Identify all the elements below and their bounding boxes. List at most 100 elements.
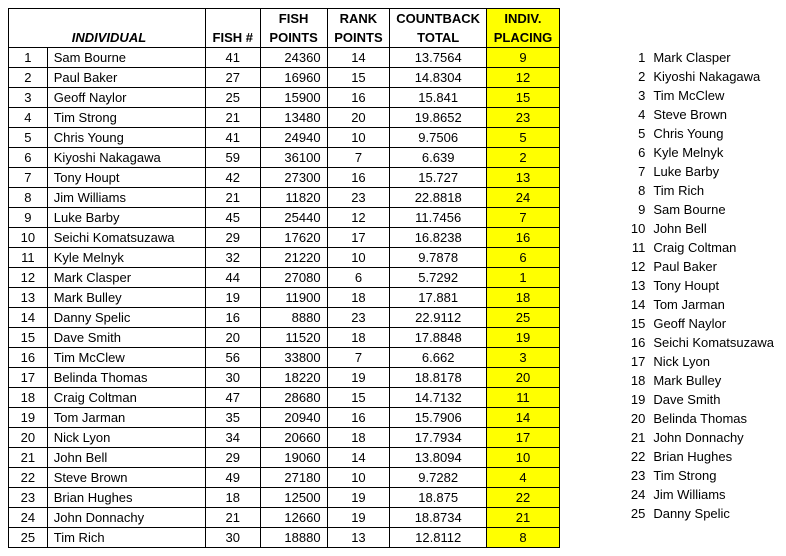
placing-number: 24 bbox=[620, 485, 649, 504]
cell-fish-points: 12660 bbox=[260, 508, 327, 528]
placing-name: Mark Bulley bbox=[649, 371, 778, 390]
table-row: 15Dave Smith20115201817.884819 bbox=[9, 328, 560, 348]
table-row: 9Luke Barby45254401211.74567 bbox=[9, 208, 560, 228]
placing-row: 11Craig Coltman bbox=[620, 238, 778, 257]
cell-rownum: 10 bbox=[9, 228, 48, 248]
cell-rank-points: 16 bbox=[327, 408, 390, 428]
cell-countback: 16.8238 bbox=[390, 228, 487, 248]
placing-number: 6 bbox=[620, 143, 649, 162]
placing-row: 12Paul Baker bbox=[620, 257, 778, 276]
placing-number: 9 bbox=[620, 200, 649, 219]
placing-name: Kiyoshi Nakagawa bbox=[649, 67, 778, 86]
cell-name: Chris Young bbox=[47, 128, 205, 148]
cell-fish-points: 11900 bbox=[260, 288, 327, 308]
cell-placing: 8 bbox=[487, 528, 560, 548]
placing-row: 23Tim Strong bbox=[620, 466, 778, 485]
cell-rownum: 12 bbox=[9, 268, 48, 288]
placing-name: Paul Baker bbox=[649, 257, 778, 276]
table-row: 7Tony Houpt42273001615.72713 bbox=[9, 168, 560, 188]
placing-number: 5 bbox=[620, 124, 649, 143]
cell-fish-points: 20940 bbox=[260, 408, 327, 428]
placing-number: 19 bbox=[620, 390, 649, 409]
table-row: 12Mark Clasper442708065.72921 bbox=[9, 268, 560, 288]
cell-countback: 9.7506 bbox=[390, 128, 487, 148]
cell-fish-count: 34 bbox=[205, 428, 260, 448]
cell-fish-count: 21 bbox=[205, 108, 260, 128]
cell-fish-count: 42 bbox=[205, 168, 260, 188]
hdr-fish-pts-top: FISH bbox=[260, 9, 327, 29]
cell-fish-count: 47 bbox=[205, 388, 260, 408]
cell-rownum: 16 bbox=[9, 348, 48, 368]
placing-number: 1 bbox=[620, 48, 649, 67]
cell-rownum: 15 bbox=[9, 328, 48, 348]
placing-name: Brian Hughes bbox=[649, 447, 778, 466]
placing-number: 13 bbox=[620, 276, 649, 295]
placing-row: 15Geoff Naylor bbox=[620, 314, 778, 333]
cell-rownum: 3 bbox=[9, 88, 48, 108]
cell-countback: 18.875 bbox=[390, 488, 487, 508]
placing-number: 25 bbox=[620, 504, 649, 523]
placing-row: 1Mark Clasper bbox=[620, 48, 778, 67]
cell-fish-points: 11820 bbox=[260, 188, 327, 208]
cell-countback: 6.662 bbox=[390, 348, 487, 368]
cell-placing: 19 bbox=[487, 328, 560, 348]
table-row: 11Kyle Melnyk3221220109.78786 bbox=[9, 248, 560, 268]
cell-fish-points: 12500 bbox=[260, 488, 327, 508]
cell-rank-points: 14 bbox=[327, 48, 390, 68]
placing-name: Tim Rich bbox=[649, 181, 778, 200]
cell-rownum: 21 bbox=[9, 448, 48, 468]
placing-number: 8 bbox=[620, 181, 649, 200]
placing-row: 20Belinda Thomas bbox=[620, 409, 778, 428]
cell-placing: 18 bbox=[487, 288, 560, 308]
cell-rank-points: 16 bbox=[327, 88, 390, 108]
placing-number: 4 bbox=[620, 105, 649, 124]
table-row: 19Tom Jarman35209401615.790614 bbox=[9, 408, 560, 428]
placing-number: 21 bbox=[620, 428, 649, 447]
cell-name: Paul Baker bbox=[47, 68, 205, 88]
cell-fish-points: 27300 bbox=[260, 168, 327, 188]
cell-countback: 13.8094 bbox=[390, 448, 487, 468]
placing-row: 17Nick Lyon bbox=[620, 352, 778, 371]
table-row: 10Seichi Komatsuzawa29176201716.823816 bbox=[9, 228, 560, 248]
cell-rank-points: 7 bbox=[327, 348, 390, 368]
cell-countback: 14.8304 bbox=[390, 68, 487, 88]
hdr-rank-bot: POINTS bbox=[327, 28, 390, 48]
cell-fish-points: 13480 bbox=[260, 108, 327, 128]
cell-name: Mark Clasper bbox=[47, 268, 205, 288]
placing-row: 14Tom Jarman bbox=[620, 295, 778, 314]
table-row: 16Tim McClew563380076.6623 bbox=[9, 348, 560, 368]
placing-number: 22 bbox=[620, 447, 649, 466]
cell-fish-points: 36100 bbox=[260, 148, 327, 168]
placing-row: 19Dave Smith bbox=[620, 390, 778, 409]
table-row: 18Craig Coltman47286801514.713211 bbox=[9, 388, 560, 408]
cell-rank-points: 16 bbox=[327, 168, 390, 188]
hdr-placing-top: INDIV. bbox=[487, 9, 560, 29]
cell-name: Tim Strong bbox=[47, 108, 205, 128]
cell-name: Dave Smith bbox=[47, 328, 205, 348]
placing-row: 2Kiyoshi Nakagawa bbox=[620, 67, 778, 86]
placing-row: 21John Donnachy bbox=[620, 428, 778, 447]
cell-name: Tim Rich bbox=[47, 528, 205, 548]
cell-countback: 17.8848 bbox=[390, 328, 487, 348]
cell-countback: 13.7564 bbox=[390, 48, 487, 68]
cell-rownum: 11 bbox=[9, 248, 48, 268]
cell-countback: 14.7132 bbox=[390, 388, 487, 408]
cell-name: Kyle Melnyk bbox=[47, 248, 205, 268]
cell-rownum: 5 bbox=[9, 128, 48, 148]
cell-name: Brian Hughes bbox=[47, 488, 205, 508]
table-row: 17Belinda Thomas30182201918.817820 bbox=[9, 368, 560, 388]
cell-rownum: 19 bbox=[9, 408, 48, 428]
cell-name: Geoff Naylor bbox=[47, 88, 205, 108]
cell-fish-points: 8880 bbox=[260, 308, 327, 328]
cell-fish-points: 33800 bbox=[260, 348, 327, 368]
cell-placing: 16 bbox=[487, 228, 560, 248]
cell-countback: 19.8652 bbox=[390, 108, 487, 128]
cell-placing: 12 bbox=[487, 68, 560, 88]
cell-fish-points: 16960 bbox=[260, 68, 327, 88]
table-row: 1Sam Bourne41243601413.75649 bbox=[9, 48, 560, 68]
cell-name: Tom Jarman bbox=[47, 408, 205, 428]
cell-name: Tony Houpt bbox=[47, 168, 205, 188]
cell-fish-points: 27080 bbox=[260, 268, 327, 288]
cell-placing: 6 bbox=[487, 248, 560, 268]
placing-row: 8Tim Rich bbox=[620, 181, 778, 200]
